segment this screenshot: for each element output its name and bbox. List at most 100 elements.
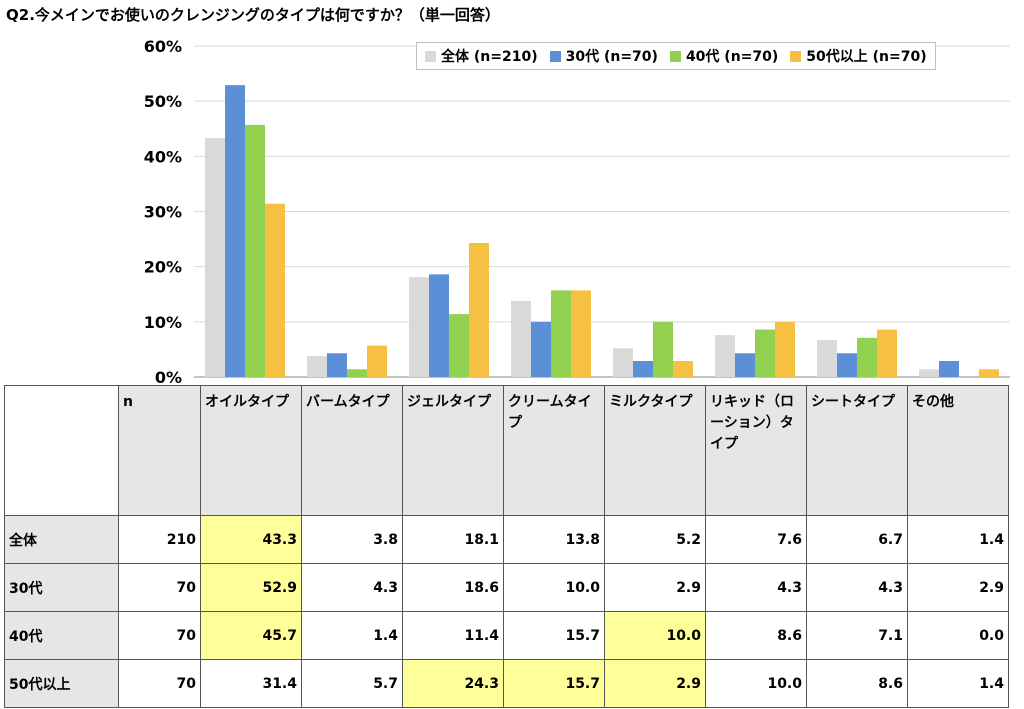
data-table: n オイルタイプ バームタイプ ジェルタイプ クリームタイプ ミルクタイプ リキ…	[4, 385, 1009, 708]
table-header-cell: シートタイプ	[806, 385, 908, 516]
table-row: 50代以上 70 31.4 5.7 24.3 15.7 2.9 10.0 8.6 1.4	[4, 659, 1009, 708]
legend-swatch	[790, 50, 802, 62]
chart-title: Q2.今メインでお使いのクレンジングのタイプは何ですか？（単一回答）	[6, 6, 500, 24]
table-header-label: ジェルタイプ	[407, 394, 491, 410]
bar	[633, 361, 653, 377]
legend-swatch	[425, 50, 436, 62]
bar	[613, 348, 633, 377]
table-cell: 15.7	[503, 659, 605, 708]
table-corner-cell	[4, 385, 119, 516]
legend-label: 40代 (n=70)	[685, 49, 779, 65]
bar	[307, 356, 327, 377]
legend-label: 30代 (n=70)	[565, 49, 658, 65]
table-row: 40代 70 45.7 1.4 11.4 15.7 10.0 8.6 7.1 0.0	[4, 611, 1009, 660]
y-tick-label: 10%	[144, 313, 182, 332]
bar	[265, 203, 285, 377]
legend-swatch	[549, 50, 561, 62]
table-cell: 5.7	[301, 659, 403, 708]
bar	[735, 353, 755, 377]
table-cell: 7.6	[705, 515, 807, 564]
bar	[225, 85, 245, 377]
table-cell: 18.1	[402, 515, 504, 564]
table-header-label: リキッド（ローション）タイプ	[710, 394, 794, 452]
legend-item: 全体 (n=210)	[425, 46, 538, 66]
table-cell: 2.9	[907, 563, 1009, 612]
row-n-cell: 70	[118, 563, 201, 612]
table-cell: 2.9	[604, 563, 706, 612]
row-label: 50代以上	[4, 659, 119, 708]
bar	[511, 300, 531, 377]
y-tick-label: 30%	[144, 203, 182, 222]
bar	[715, 335, 735, 377]
table-cell: 1.4	[907, 659, 1009, 708]
bar	[857, 337, 877, 377]
row-n-cell: 70	[118, 611, 201, 660]
bar	[469, 242, 489, 377]
bar-chart: 0% 10% 20% 30% 40% 50% 60%	[144, 37, 1010, 385]
y-tick-label: 60%	[144, 37, 182, 56]
table-cell: 0.0	[907, 611, 1009, 660]
table-cell: 8.6	[806, 659, 908, 708]
table-header-cell: ミルクタイプ	[604, 385, 706, 516]
table-cell: 3.8	[301, 515, 403, 564]
bar	[327, 353, 347, 377]
table-header-cell: その他	[907, 385, 1009, 516]
bar	[755, 329, 775, 377]
row-n-cell: 70	[118, 659, 201, 708]
row-label: 全体	[4, 515, 119, 564]
y-tick-label: 0%	[155, 368, 182, 385]
table-cell: 10.0	[604, 611, 706, 660]
bar	[245, 124, 265, 377]
bar	[775, 321, 795, 377]
table-cell: 24.3	[402, 659, 504, 708]
table-cell: 13.8	[503, 515, 605, 564]
bar	[673, 361, 693, 377]
row-label: 40代	[4, 611, 119, 660]
legend-label: 全体 (n=210)	[441, 49, 538, 65]
table-header-row: n オイルタイプ バームタイプ ジェルタイプ クリームタイプ ミルクタイプ リキ…	[4, 385, 1009, 516]
table-cell: 4.3	[806, 563, 908, 612]
table-cell: 11.4	[402, 611, 504, 660]
legend-item: 50代以上 (n=70)	[790, 46, 927, 66]
bar	[939, 361, 959, 377]
table-header-n: n	[118, 385, 201, 516]
y-tick-label: 40%	[144, 147, 182, 166]
table-cell: 43.3	[200, 515, 302, 564]
table-cell: 6.7	[806, 515, 908, 564]
table-cell: 1.4	[907, 515, 1009, 564]
table-header-label: バームタイプ	[306, 394, 390, 410]
table-cell: 5.2	[604, 515, 706, 564]
table-cell: 15.7	[503, 611, 605, 660]
table-header-label: オイルタイプ	[205, 394, 289, 410]
table-cell: 7.1	[806, 611, 908, 660]
table-header-label: その他	[912, 394, 954, 410]
legend-item: 40代 (n=70)	[669, 46, 779, 66]
bar	[571, 290, 591, 377]
table-header-cell: オイルタイプ	[200, 385, 302, 516]
legend-swatch	[669, 50, 681, 62]
bar	[531, 321, 551, 377]
bar	[449, 314, 469, 377]
bar	[817, 340, 837, 377]
legend: 全体 (n=210) 30代 (n=70) 40代 (n=70) 50代以上 (n=7…	[416, 42, 936, 70]
table-header-cell: リキッド（ローション）タイプ	[705, 385, 807, 516]
table-cell: 10.0	[503, 563, 605, 612]
table-cell: 4.3	[301, 563, 403, 612]
bar	[367, 345, 387, 377]
bar	[919, 369, 939, 377]
bar	[979, 369, 999, 377]
table-header-label: シートタイプ	[811, 394, 895, 410]
bar	[551, 290, 571, 377]
legend-label: 50代以上 (n=70)	[806, 49, 927, 65]
row-label: 30代	[4, 563, 119, 612]
bar	[653, 321, 673, 377]
bar	[205, 138, 225, 377]
table-header-label: ミルクタイプ	[609, 394, 693, 410]
bar	[877, 329, 897, 377]
table-header-cell: バームタイプ	[301, 385, 403, 516]
bar	[347, 369, 367, 377]
row-n-cell: 210	[118, 515, 201, 564]
table-cell: 52.9	[200, 563, 302, 612]
table-header-n-label: n	[123, 394, 133, 410]
legend-item: 30代 (n=70)	[549, 46, 658, 66]
